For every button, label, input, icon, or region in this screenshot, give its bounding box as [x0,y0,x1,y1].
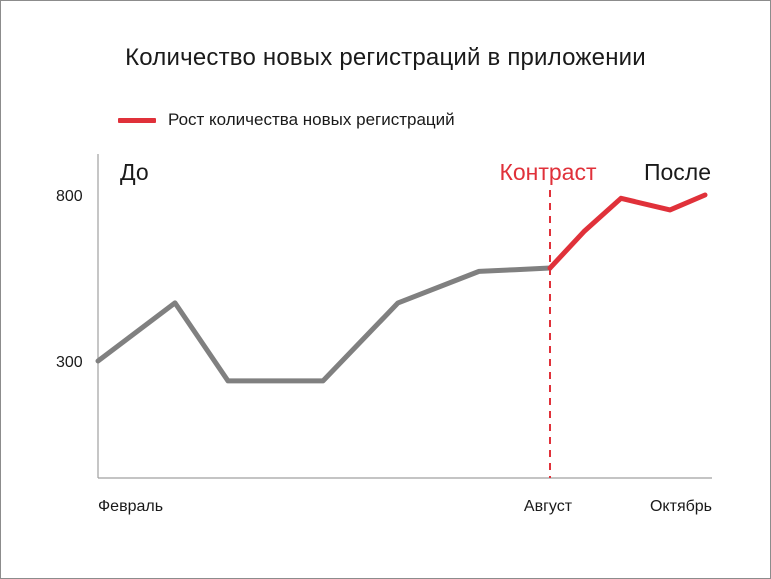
legend-swatch-red [118,117,156,123]
series-line-gray [95,265,553,384]
annotation-contrast: Контраст [499,159,597,185]
series-line-red [547,192,708,271]
x-tick-label-Октябрь: Октябрь [650,498,712,515]
chart-legend: Рост количества новых регистраций [118,108,455,132]
y-tick-label-300: 300 [56,354,83,371]
y-tick-label-800: 800 [56,188,83,205]
annotation-before: До [120,159,149,185]
chart-title: Количество новых регистраций в приложени… [125,44,646,71]
annotation-after: После [644,159,711,185]
x-tick-label-Февраль: Февраль [98,498,163,515]
legend-label: Рост количества новых регистраций [168,110,455,129]
x-tick-label-Август: Август [524,498,573,515]
